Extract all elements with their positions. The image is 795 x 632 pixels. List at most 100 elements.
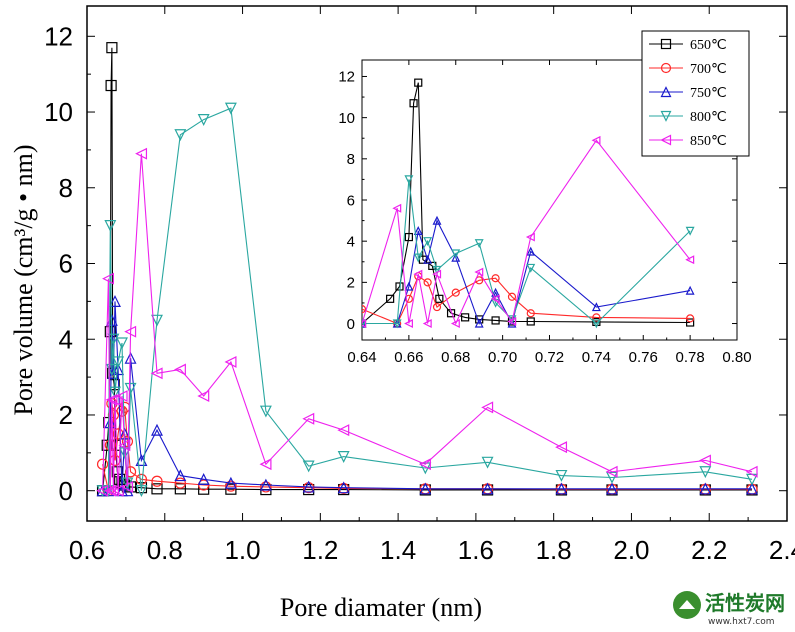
- main-series-2-point: [151, 475, 163, 487]
- main-series-layer: [96, 42, 758, 498]
- inset-series-2-point: [507, 292, 517, 301]
- main-series-4-point: [302, 460, 315, 473]
- main-series-3-point: [104, 416, 117, 429]
- inset-series-3-point: [591, 302, 601, 312]
- main-series-5-point: [605, 465, 618, 478]
- legend-box: [641, 30, 750, 157]
- inset-y-tick-label: 4: [347, 233, 355, 250]
- main-series-5-point: [337, 424, 350, 437]
- main-series-5-point: [102, 272, 114, 285]
- inset-series-4-point: [432, 265, 442, 275]
- main-series-5-point: [124, 325, 137, 338]
- inset-y-tick-label: 10: [338, 110, 355, 127]
- main-series-1-line: [102, 47, 752, 491]
- main-series-4-point: [109, 386, 121, 399]
- inset-series-1-point: [404, 232, 413, 242]
- main-x-tick-label: 2.2: [691, 535, 727, 565]
- main-series-3-point: [124, 351, 137, 364]
- main-series-4-point: [481, 456, 494, 469]
- main-y-tick-label: 8: [59, 173, 73, 203]
- main-series-4-line: [102, 107, 753, 492]
- main-series-4-point: [224, 102, 237, 115]
- main-series-2-point: [260, 481, 272, 493]
- main-series-3-point: [481, 482, 494, 495]
- main-series-3-point: [174, 469, 187, 482]
- inset-series-1-point: [526, 317, 535, 326]
- main-series-5-point: [108, 393, 121, 406]
- main-series-4-point: [151, 314, 163, 327]
- inset-series-5-point: [525, 232, 535, 242]
- main-x-tick-label: 0.8: [147, 535, 183, 565]
- main-y-tick-label: 12: [44, 21, 73, 51]
- main-series-1-point: [104, 326, 116, 338]
- main-series-5-point: [481, 401, 494, 414]
- main-series-2-point: [124, 466, 137, 478]
- main-series-4-point: [699, 466, 712, 479]
- main-series-4-point: [555, 469, 568, 482]
- inset-series-5-point: [413, 269, 423, 279]
- main-series-5-point: [197, 390, 210, 403]
- main-series-4-point: [124, 382, 137, 395]
- inset-series-4-point: [413, 253, 423, 263]
- inset-series-2-point: [592, 313, 601, 322]
- inset-series-5-point: [404, 319, 413, 329]
- inset-series-3-point: [474, 318, 484, 328]
- main-series-5-point: [103, 484, 116, 497]
- main-series-4-point: [337, 451, 350, 463]
- inset-series-4-line: [362, 179, 691, 325]
- main-series-5-point: [173, 363, 186, 376]
- x-axis-title: Pore diamater (nm): [280, 593, 482, 622]
- main-series-4-point: [606, 471, 618, 484]
- inset-series-5-point: [422, 319, 432, 329]
- main-series-4-point: [116, 337, 128, 350]
- main-series-5-point: [302, 412, 315, 425]
- main-y-tick-label: 0: [59, 476, 73, 506]
- legend-marker: [660, 86, 672, 98]
- house-logo-icon: [679, 600, 695, 609]
- main-series-3-point: [699, 482, 712, 495]
- main-series-5-point: [111, 484, 124, 497]
- inset-series-3-point: [685, 285, 695, 295]
- inset-y-tick-label: 6: [347, 192, 355, 209]
- main-series-5-point: [259, 458, 272, 471]
- main-series-1-point: [106, 42, 118, 54]
- main-series-5-point: [698, 454, 711, 467]
- legend-label: 800℃: [690, 110, 727, 125]
- inset-y-tick-label: 12: [338, 69, 355, 86]
- inset-series-layer: [362, 78, 695, 329]
- inset-x-tick-label: 0.76: [629, 349, 658, 366]
- inset-series-1-point: [686, 318, 695, 327]
- main-series-3-point: [197, 473, 210, 485]
- inset-series-1-point: [409, 99, 418, 108]
- inset-series-3-point: [413, 226, 423, 235]
- inset-series-4-point: [591, 319, 601, 329]
- inset-series-5-line: [362, 139, 691, 325]
- inset-series-1-point: [461, 313, 470, 322]
- main-series-5-point: [745, 465, 758, 478]
- main-x-tick-label: 1.6: [458, 535, 494, 565]
- inset-x-tick-label: 0.68: [441, 349, 470, 366]
- main-series-3-point: [555, 482, 568, 495]
- legend-marker: [660, 38, 672, 50]
- inset-y-tick-label: 0: [347, 316, 355, 333]
- inset-series-5-point: [685, 255, 695, 265]
- inset-series-1-point: [491, 316, 500, 325]
- inset-series-4-point: [685, 226, 695, 236]
- inset-series-2-point: [686, 314, 695, 323]
- main-series-3-point: [112, 363, 125, 376]
- main-series-5-point: [118, 439, 131, 452]
- main-x-tick-label: 1.8: [536, 535, 572, 565]
- main-series-4-point: [135, 485, 148, 498]
- main-series-2-point: [112, 428, 124, 440]
- inset-series-4-point: [392, 319, 402, 329]
- inset-series-5-point: [392, 203, 402, 213]
- inset-series-5-point: [490, 294, 500, 304]
- inset-series-1-point: [435, 294, 444, 303]
- inset-series-2-line: [362, 275, 691, 325]
- legend: 650℃ 700℃ 750℃ 800℃ 850℃: [641, 30, 750, 157]
- inset-series-2-point: [432, 302, 442, 312]
- main-series-5-point: [150, 367, 163, 380]
- main-series-3-point: [302, 480, 315, 493]
- main-series-4-point: [107, 333, 120, 346]
- inset-series-3-point: [526, 246, 536, 256]
